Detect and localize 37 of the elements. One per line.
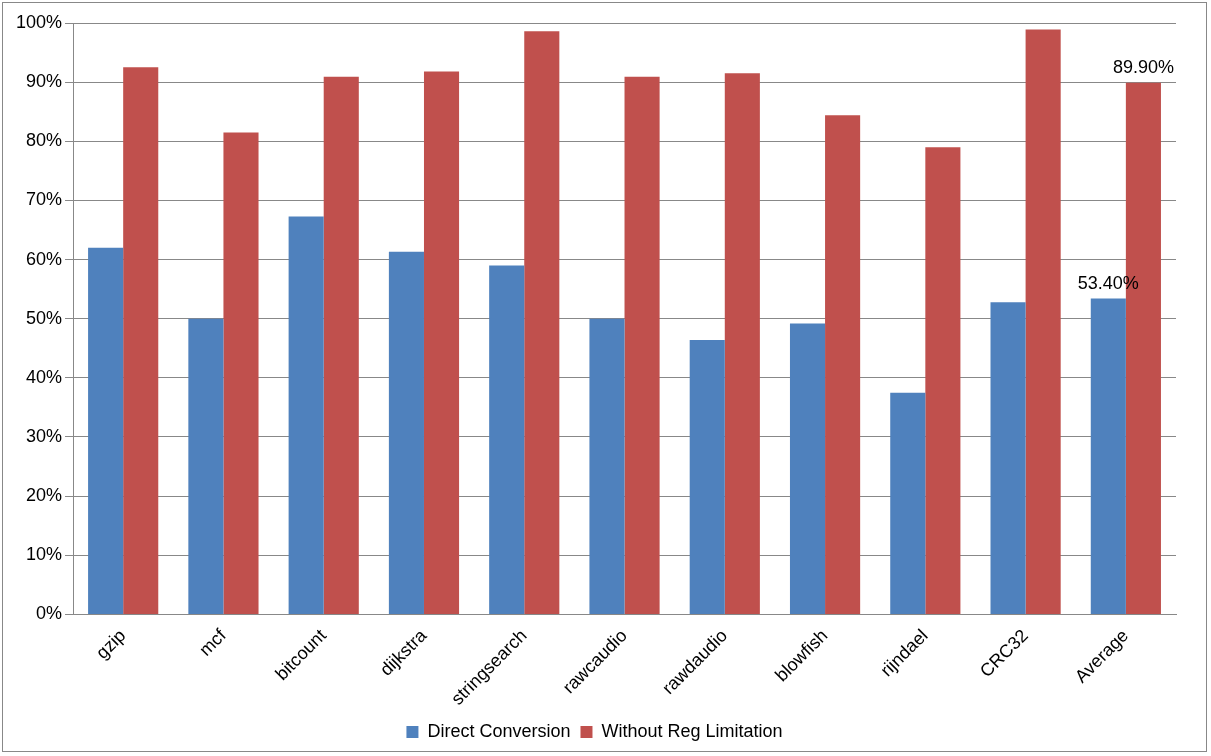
bar xyxy=(188,318,224,614)
bar xyxy=(88,247,124,614)
x-tick-label: mcf xyxy=(195,624,231,660)
bar xyxy=(524,31,560,614)
bar xyxy=(789,323,826,614)
bar xyxy=(288,216,324,614)
bar xyxy=(724,73,760,614)
y-tick-label: 100% xyxy=(15,11,63,32)
legend-label: Without Reg Limitation xyxy=(601,720,783,741)
bar xyxy=(1090,298,1126,614)
y-tick-label: 40% xyxy=(26,366,63,387)
bar xyxy=(825,115,861,614)
bar xyxy=(1025,29,1061,614)
bar xyxy=(990,302,1026,614)
bar xyxy=(388,251,424,614)
y-tick-label: 10% xyxy=(26,544,63,565)
y-tick-label: 0% xyxy=(36,603,63,624)
data-label: 89.90% xyxy=(1112,56,1174,77)
x-tick-label: gzip xyxy=(92,625,130,663)
bar xyxy=(589,318,625,614)
y-tick-label: 30% xyxy=(26,425,63,446)
bar xyxy=(489,265,525,614)
legend-label: Direct Conversion xyxy=(427,720,571,741)
y-tick-label: 50% xyxy=(26,307,63,328)
y-tick-label: 80% xyxy=(26,130,63,151)
bar xyxy=(925,147,961,614)
bar xyxy=(323,76,359,614)
bar xyxy=(423,71,460,614)
y-tick-label: 20% xyxy=(26,485,63,506)
bar xyxy=(890,392,926,614)
bar xyxy=(689,339,725,614)
y-tick-label: 60% xyxy=(26,248,63,269)
y-tick-label: 90% xyxy=(26,71,63,92)
bar xyxy=(624,76,660,614)
bar xyxy=(123,67,159,614)
y-tick-label: 70% xyxy=(26,189,63,210)
bar xyxy=(223,132,259,614)
